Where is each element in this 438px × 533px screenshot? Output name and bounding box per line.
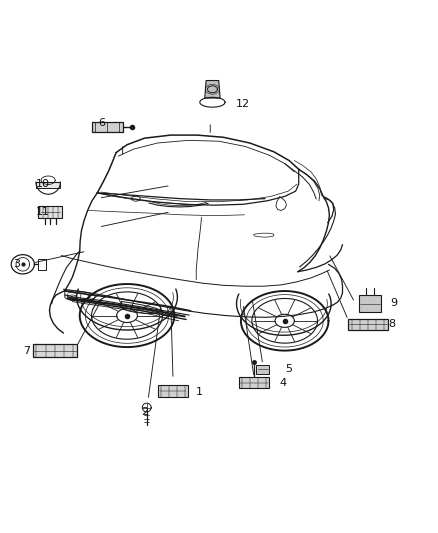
Text: 1: 1	[196, 387, 203, 397]
FancyBboxPatch shape	[36, 182, 60, 188]
Bar	[239, 377, 269, 388]
Text: 8: 8	[389, 319, 396, 329]
Text: 5: 5	[286, 365, 293, 374]
Bar	[359, 295, 381, 312]
Bar	[256, 365, 269, 374]
Bar	[33, 344, 77, 357]
Bar	[348, 319, 388, 330]
Text: 3: 3	[13, 260, 20, 269]
Bar	[158, 385, 188, 398]
Text: 4: 4	[279, 378, 286, 389]
Text: 7: 7	[23, 345, 30, 356]
Text: 2: 2	[141, 407, 148, 417]
Text: 11: 11	[36, 207, 50, 217]
Bar	[92, 123, 123, 132]
Bar	[38, 259, 46, 270]
Text: 6: 6	[98, 118, 105, 128]
Text: 10: 10	[36, 179, 50, 189]
Bar	[39, 206, 63, 218]
Polygon shape	[205, 80, 220, 98]
Text: 12: 12	[236, 99, 250, 109]
Text: 9: 9	[390, 298, 397, 308]
